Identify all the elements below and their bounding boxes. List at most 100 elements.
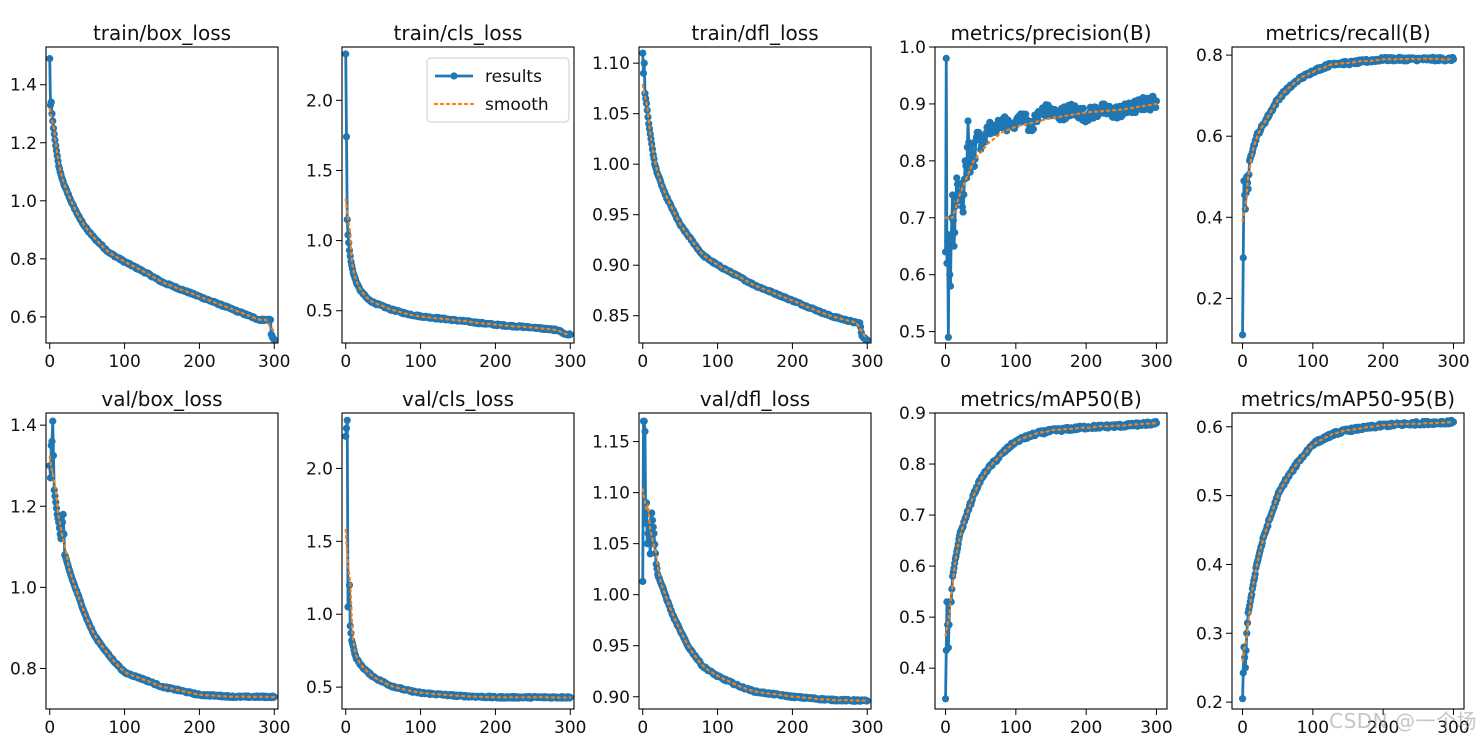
- results-point: [46, 55, 54, 63]
- panel-metrics-recall-b-: metrics/recall(B) 0 100 200 300 0.2 0.4 0.6 0.8: [1196, 21, 1470, 372]
- y-tick-label: 1.0: [306, 232, 333, 252]
- axes-frame: [638, 412, 872, 710]
- results-line: [944, 420, 1158, 699]
- panel-title: train/box_loss: [93, 21, 231, 45]
- results-point: [1152, 103, 1160, 112]
- results-point: [266, 316, 275, 324]
- results-point: [47, 98, 55, 106]
- y-tick-label: 0.8: [10, 250, 37, 270]
- results-line: [48, 58, 276, 341]
- x-tick-label: 0: [44, 718, 55, 738]
- smooth-line: [48, 107, 276, 334]
- y-tick-label: 0.7: [899, 209, 926, 229]
- smooth-line: [944, 102, 1158, 219]
- results-point: [1449, 55, 1458, 63]
- y-tick-label: 0.8: [1196, 46, 1223, 66]
- x-tick-label: 200: [1367, 352, 1399, 372]
- x-tick-label: 200: [1070, 352, 1102, 372]
- y-tick-label: 1.0: [306, 605, 333, 625]
- results-point: [1029, 125, 1038, 133]
- legend-results-label: results: [485, 67, 542, 87]
- panel-title: train/cls_loss: [394, 21, 523, 45]
- results-point: [1449, 418, 1458, 426]
- y-tick-label: 0.95: [592, 637, 630, 657]
- results-line: [1241, 418, 1455, 699]
- plot-area: [639, 417, 871, 705]
- legend-box: [426, 57, 570, 123]
- x-tick-label: 300: [851, 352, 883, 372]
- y-tick-label: 2.0: [306, 459, 333, 479]
- results-point: [946, 282, 955, 290]
- results-point: [49, 417, 57, 425]
- x-tick-label: 0: [340, 718, 351, 738]
- y-tick-label: 1.15: [592, 433, 630, 453]
- results-point: [960, 190, 968, 199]
- results-point: [1079, 104, 1087, 112]
- results-line: [48, 419, 276, 700]
- x-tick-label: 300: [554, 718, 586, 738]
- results-point: [648, 516, 657, 524]
- x-tick-label: 300: [1140, 718, 1172, 738]
- smooth-line: [641, 488, 869, 702]
- smooth-line: [641, 83, 869, 340]
- x-tick-label: 300: [1437, 352, 1469, 372]
- legend-results-marker: [450, 72, 458, 80]
- axes-frame: [934, 46, 1168, 344]
- y-tick-label: 0.5: [306, 678, 333, 698]
- results-point: [342, 424, 351, 432]
- plot-area: [1238, 416, 1458, 703]
- results-point: [48, 437, 56, 445]
- x-tick-label: 0: [340, 352, 351, 372]
- y-tick-label: 1.05: [592, 105, 630, 125]
- panel-title: metrics/recall(B): [1265, 21, 1430, 45]
- smooth-line: [1241, 57, 1455, 223]
- y-tick-label: 1.0: [10, 192, 37, 212]
- results-point: [946, 271, 954, 279]
- results-line: [641, 53, 868, 342]
- y-tick-label: 1.5: [306, 532, 333, 552]
- axes-frame: [341, 46, 575, 344]
- results-point: [1251, 570, 1259, 578]
- axes-frame: [45, 412, 279, 710]
- y-tick-label: 1.0: [899, 38, 926, 58]
- axes-frame: [934, 412, 1168, 710]
- y-tick-label: 0.5: [899, 608, 926, 628]
- y-tick-label: 0.6: [10, 308, 37, 328]
- y-tick-label: 0.90: [592, 688, 630, 708]
- x-tick-label: 200: [1367, 718, 1399, 738]
- y-tick-label: 0.6: [1196, 127, 1223, 147]
- x-tick-label: 100: [1000, 718, 1032, 738]
- x-tick-label: 300: [1437, 718, 1469, 738]
- y-tick-label: 0.5: [306, 302, 333, 322]
- results-line: [344, 418, 572, 700]
- results-point: [646, 550, 654, 558]
- y-tick-label: 2.0: [306, 91, 333, 111]
- results-point: [1238, 695, 1247, 703]
- results-point: [1241, 664, 1249, 672]
- y-tick-label: 0.3: [1196, 624, 1223, 644]
- axes-frame: [341, 412, 575, 710]
- results-point: [59, 510, 67, 518]
- y-tick-label: 0.2: [1196, 693, 1223, 713]
- y-tick-label: 0.85: [592, 307, 630, 327]
- x-tick-label: 0: [940, 718, 951, 738]
- y-tick-label: 0.4: [1196, 208, 1223, 228]
- x-tick-label: 100: [404, 718, 436, 738]
- y-tick-label: 1.0: [10, 578, 37, 598]
- results-line: [944, 56, 1158, 339]
- results-point: [641, 427, 649, 435]
- plot-area: [46, 417, 278, 702]
- results-point: [953, 174, 961, 182]
- y-tick-label: 0.5: [1196, 487, 1223, 507]
- y-tick-label: 1.00: [592, 155, 630, 175]
- x-tick-label: 200: [776, 718, 808, 738]
- panel-train-box-loss: train/box_loss 0 100 200 300 0.6 0.8 1.0 1.2 1.4: [10, 21, 291, 372]
- x-tick-label: 0: [637, 718, 648, 738]
- plot-area: [342, 416, 574, 702]
- x-tick-label: 100: [701, 718, 733, 738]
- results-point: [951, 229, 959, 237]
- results-point: [1245, 171, 1253, 179]
- smooth-line: [944, 421, 1158, 637]
- plot-area: [46, 55, 278, 343]
- y-tick-label: 0.8: [10, 659, 37, 679]
